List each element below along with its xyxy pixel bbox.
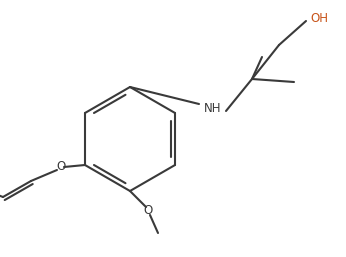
Text: OH: OH (310, 13, 328, 25)
Text: NH: NH (204, 102, 222, 115)
Text: O: O (143, 205, 153, 217)
Text: O: O (56, 161, 66, 173)
